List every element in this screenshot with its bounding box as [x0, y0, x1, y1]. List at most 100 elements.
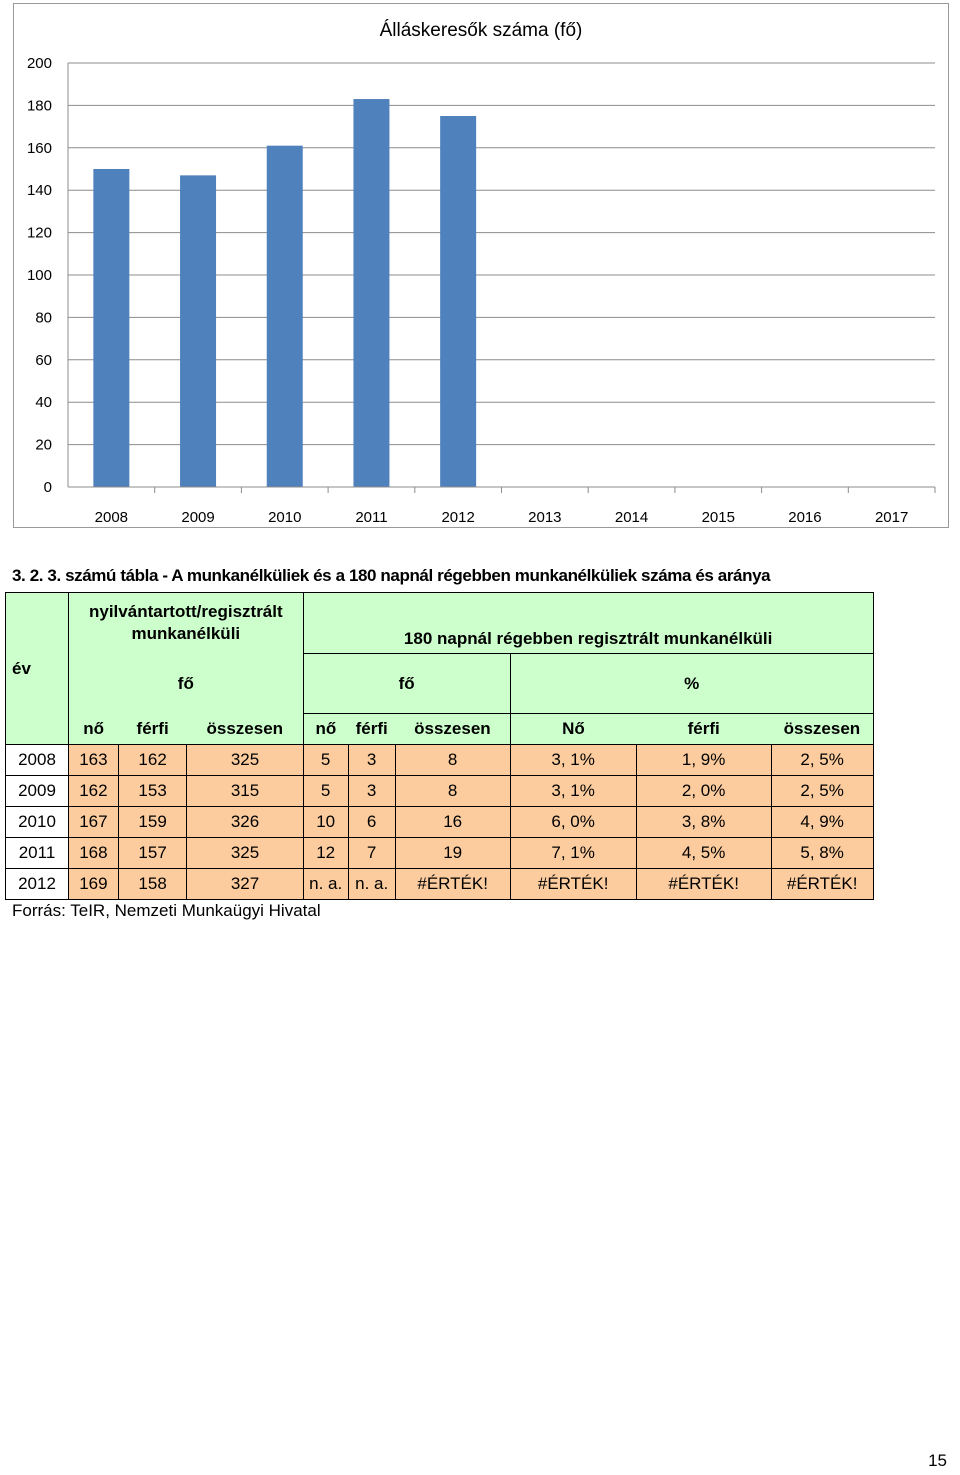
chart-title: Álláskeresők száma (fő) [380, 20, 583, 41]
value-cell: n. a. [302, 868, 349, 900]
header-unit-fo-2: fő [302, 653, 511, 714]
value-cell: 3, 1% [509, 744, 637, 776]
value-cell: 4, 9% [770, 806, 874, 838]
year-cell: 2008 [5, 744, 69, 776]
value-cell: 3 [347, 744, 396, 776]
x-tick-label: 2010 [268, 509, 301, 526]
bar [180, 175, 217, 488]
value-cell: 3, 1% [509, 775, 637, 807]
bars [93, 99, 477, 488]
page-number: 15 [928, 1451, 947, 1470]
column-header: összesen [395, 713, 511, 745]
value-cell: 1, 9% [635, 744, 772, 776]
bar [440, 116, 477, 487]
year-cell: 2012 [5, 868, 69, 900]
x-tick-label: 2017 [875, 509, 908, 526]
chart-frame: Álláskeresők száma (fő) 0 20 40 60 80 100 120 1… [13, 3, 949, 528]
y-tick-label: 20 [35, 437, 52, 454]
header-long-term: 180 napnál régebben regisztrált munkanél… [302, 592, 874, 654]
value-cell: 6, 0% [509, 806, 637, 838]
column-header: összesen [186, 713, 304, 745]
value-cell: 6 [347, 806, 396, 838]
value-cell: 326 [186, 806, 304, 838]
value-cell: 325 [186, 837, 304, 869]
y-tick-label: 40 [35, 394, 52, 411]
axes: 0 20 40 60 80 100 120 140 160 180 200 2008 2009 2010 2… [27, 55, 936, 526]
header-registered: nyilvántartott/regisztrált munkanélküli [68, 592, 304, 654]
header-year: év [5, 592, 69, 745]
value-cell: 10 [302, 806, 349, 838]
y-tick-label: 80 [35, 309, 52, 326]
year-cell: 2009 [5, 775, 69, 807]
value-cell: 5 [302, 744, 349, 776]
value-cell: 157 [117, 837, 188, 869]
value-cell: 2, 5% [770, 744, 874, 776]
column-header: összesen [771, 713, 874, 745]
value-cell: 163 [68, 744, 119, 776]
header-unit-pct: % [509, 653, 874, 714]
bar [266, 145, 303, 487]
value-cell: 162 [68, 775, 119, 807]
value-cell: 12 [302, 837, 349, 869]
y-tick-label: 0 [44, 479, 52, 496]
value-cell: 8 [394, 775, 511, 807]
header-unit-fo-1: fő [68, 653, 304, 714]
column-header: férfi [118, 713, 187, 745]
y-tick-label: 160 [27, 140, 52, 157]
value-cell: 5, 8% [770, 837, 874, 869]
x-tick-label: 2009 [181, 509, 214, 526]
value-cell: 327 [186, 868, 304, 900]
column-header: férfi [636, 713, 772, 745]
year-cell: 2010 [5, 806, 69, 838]
value-cell: #ÉRTÉK! [394, 868, 511, 900]
value-cell: 169 [68, 868, 119, 900]
y-tick-label: 100 [27, 267, 52, 284]
y-tick-label: 60 [35, 352, 52, 369]
bar-chart: Álláskeresők száma (fő) 0 20 40 60 80 100 120 1… [27, 20, 936, 526]
table-caption: 3. 2. 3. számú tábla - A munkanélküliek … [12, 566, 771, 585]
x-tick-label: 2015 [702, 509, 735, 526]
value-cell: #ÉRTÉK! [509, 868, 637, 900]
value-cell: 158 [117, 868, 188, 900]
value-cell: 7 [347, 837, 396, 869]
table-row: 2008 163 162 325 5 3 8 3, 1% 1, 9% 2, 5% [5, 744, 874, 776]
value-cell: 168 [68, 837, 119, 869]
value-cell: 19 [394, 837, 511, 869]
x-tick-label: 2008 [95, 509, 128, 526]
x-tick-label: 2014 [615, 509, 648, 526]
value-cell: #ÉRTÉK! [635, 868, 772, 900]
y-tick-label: 200 [27, 55, 52, 72]
column-header: nő [303, 713, 349, 745]
y-tick-label: 120 [27, 225, 52, 242]
x-tick-label: 2011 [355, 509, 387, 526]
value-cell: 325 [186, 744, 304, 776]
x-tick-label: 2012 [441, 509, 474, 526]
table-row: 2011 168 157 325 12 7 19 7, 1% 4, 5% 5, 8% [5, 837, 874, 869]
year-cell: 2011 [5, 837, 69, 869]
x-tick-label: 2016 [788, 509, 821, 526]
bar [93, 169, 130, 487]
bar [353, 99, 390, 487]
value-cell: 167 [68, 806, 119, 838]
value-cell: 2, 0% [635, 775, 772, 807]
source-note: Forrás: TeIR, Nemzeti Munkaügyi Hivatal [12, 901, 321, 920]
column-header: Nő [510, 713, 637, 745]
value-cell: 16 [394, 806, 511, 838]
value-cell: 4, 5% [635, 837, 772, 869]
y-tick-label: 180 [27, 97, 52, 114]
table-row: 2009 162 153 315 5 3 8 3, 1% 2, 0% 2, 5% [5, 775, 874, 807]
value-cell: #ÉRTÉK! [770, 868, 874, 900]
value-cell: 153 [117, 775, 188, 807]
value-cell: 315 [186, 775, 304, 807]
unemployment-table: év nyilvántartott/regisztrált munkanélkü… [5, 592, 874, 900]
value-cell: 162 [117, 744, 188, 776]
table-row: 2012 169 158 327 n. a. n. a. #ÉRTÉK! #ÉRTÉK! #ÉR… [5, 868, 874, 900]
value-cell: 3, 8% [635, 806, 772, 838]
x-tick-label: 2013 [528, 509, 561, 526]
value-cell: 5 [302, 775, 349, 807]
y-tick-label: 140 [27, 182, 52, 199]
column-header: férfi [348, 713, 396, 745]
value-cell: 2, 5% [770, 775, 874, 807]
table-row: 2010 167 159 326 10 6 16 6, 0% 3, 8% 4, 9% [5, 806, 874, 838]
column-header: nő [68, 713, 119, 745]
